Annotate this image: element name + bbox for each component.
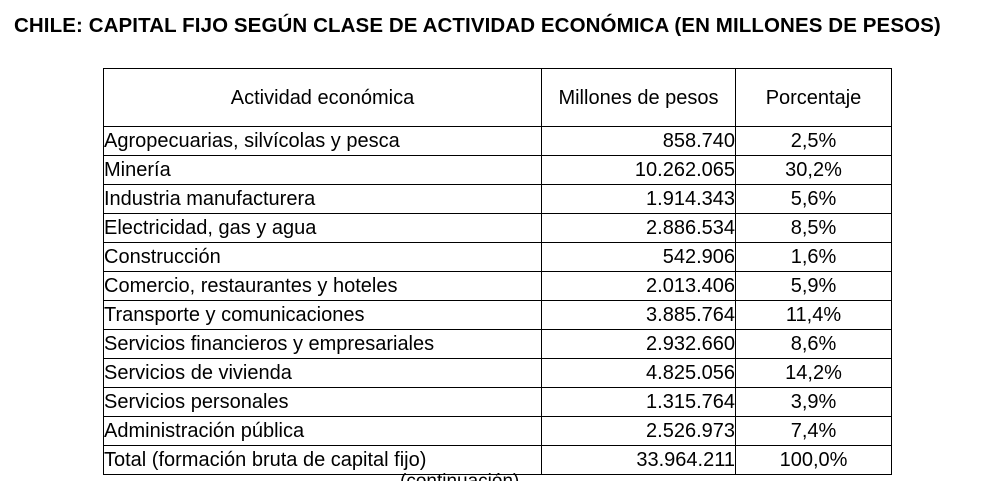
table-row: Electricidad, gas y agua 2.886.534 8,5% (103, 213, 892, 243)
cell-percent: 100,0% (735, 445, 892, 475)
cell-percent: 5,6% (735, 184, 892, 214)
table-row: Servicios financieros y empresariales 2.… (103, 329, 892, 359)
cell-percent: 3,9% (735, 387, 892, 417)
cell-millions: 1.914.343 (541, 184, 736, 214)
table-row: Transporte y comunicaciones 3.885.764 11… (103, 300, 892, 330)
cell-millions: 858.740 (541, 126, 736, 156)
cell-millions: 33.964.211 (541, 445, 736, 475)
cell-activity: Agropecuarias, silvícolas y pesca (103, 126, 542, 156)
table-row: Construcción 542.906 1,6% (103, 242, 892, 272)
cell-percent: 7,4% (735, 416, 892, 446)
cell-activity: Servicios de vivienda (103, 358, 542, 388)
continuation-note: (continuación) (400, 471, 520, 492)
cell-percent: 30,2% (735, 155, 892, 185)
table-row: Servicios personales 1.315.764 3,9% (103, 387, 892, 417)
cell-activity: Transporte y comunicaciones (103, 300, 542, 330)
cell-activity: Industria manufacturera (103, 184, 542, 214)
cell-millions: 2.886.534 (541, 213, 736, 243)
cell-percent: 8,6% (735, 329, 892, 359)
capital-table: Actividad económica Millones de pesos Po… (103, 68, 892, 475)
cell-percent: 2,5% (735, 126, 892, 156)
cell-activity: Total (formación bruta de capital fijo) (103, 445, 542, 475)
cell-activity: Comercio, restaurantes y hoteles (103, 271, 542, 301)
table-total-row: Total (formación bruta de capital fijo) … (103, 445, 892, 475)
header-percent: Porcentaje (735, 68, 892, 127)
cell-activity: Construcción (103, 242, 542, 272)
cell-percent: 11,4% (735, 300, 892, 330)
table-row: Industria manufacturera 1.914.343 5,6% (103, 184, 892, 214)
table-header-row: Actividad económica Millones de pesos Po… (103, 68, 892, 127)
table-row: Comercio, restaurantes y hoteles 2.013.4… (103, 271, 892, 301)
cell-activity: Electricidad, gas y agua (103, 213, 542, 243)
cell-percent: 1,6% (735, 242, 892, 272)
header-activity: Actividad económica (103, 68, 542, 127)
cell-millions: 10.262.065 (541, 155, 736, 185)
cell-activity: Servicios financieros y empresariales (103, 329, 542, 359)
cell-millions: 1.315.764 (541, 387, 736, 417)
cell-activity: Administración pública (103, 416, 542, 446)
table-row: Servicios de vivienda 4.825.056 14,2% (103, 358, 892, 388)
cell-millions: 2.526.973 (541, 416, 736, 446)
cell-millions: 2.932.660 (541, 329, 736, 359)
header-millions: Millones de pesos (541, 68, 736, 127)
table-row: Minería 10.262.065 30,2% (103, 155, 892, 185)
table-row: Agropecuarias, silvícolas y pesca 858.74… (103, 126, 892, 156)
cell-percent: 5,9% (735, 271, 892, 301)
cell-millions: 4.825.056 (541, 358, 736, 388)
cell-percent: 14,2% (735, 358, 892, 388)
cell-percent: 8,5% (735, 213, 892, 243)
cell-millions: 3.885.764 (541, 300, 736, 330)
cell-activity: Servicios personales (103, 387, 542, 417)
document-title: CHILE: CAPITAL FIJO SEGÚN CLASE DE ACTIV… (14, 14, 941, 37)
cell-millions: 542.906 (541, 242, 736, 272)
cell-millions: 2.013.406 (541, 271, 736, 301)
table-row: Administración pública 2.526.973 7,4% (103, 416, 892, 446)
cell-activity: Minería (103, 155, 542, 185)
